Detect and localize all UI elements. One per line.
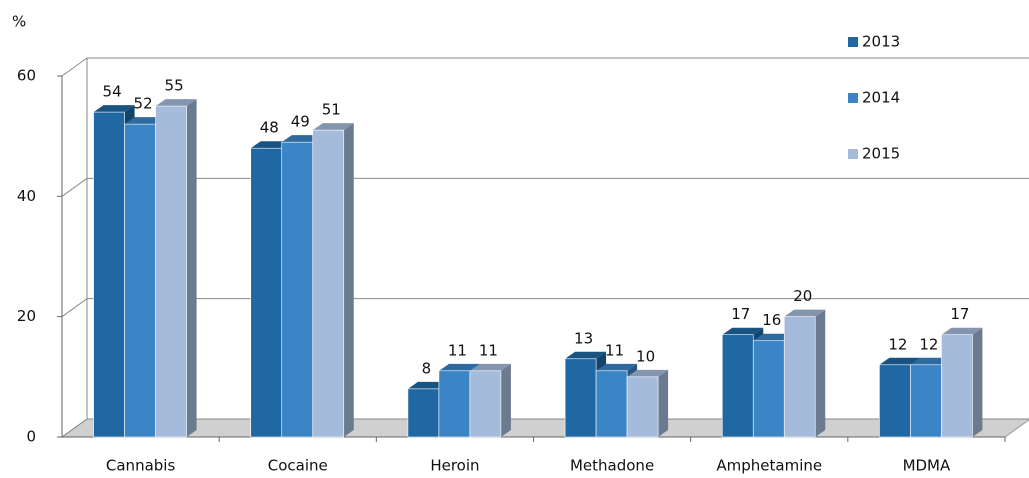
bar-front [407,388,440,438]
bar-side [186,99,197,437]
legend-label: 2013 [862,33,900,51]
bar-top [155,99,197,107]
bar [626,369,669,438]
bar [155,99,197,438]
legend-label: 2015 [862,145,900,163]
value-label: 10 [636,347,655,365]
value-label: 13 [574,329,593,347]
y-tick-label: 40 [17,187,36,205]
value-label: 54 [103,83,122,101]
bar-top [312,123,354,131]
bar-top [93,105,135,113]
bar-side [500,363,511,437]
value-label: 11 [605,341,624,359]
bar-side [343,123,354,438]
y-tick-label: 20 [17,307,36,325]
value-label: 11 [448,341,467,359]
bar-side [658,369,669,437]
bar-top [469,363,511,371]
value-label: 17 [731,305,750,323]
legend-swatch [848,149,858,159]
value-label: 55 [165,77,184,95]
legend-swatch [848,93,858,103]
x-tick-label: Cannabis [106,457,176,475]
value-label: 20 [793,287,812,305]
value-label: 52 [134,95,153,113]
bar [783,309,826,438]
value-label: 49 [291,113,310,131]
bar-side [815,309,826,437]
value-label: 16 [762,311,781,329]
bar [941,327,983,438]
x-tick-label: Cocaine [268,457,328,475]
grid-diagonal [61,57,88,77]
bar-front [281,141,314,438]
bar [312,123,354,438]
value-label: 8 [422,359,432,377]
y-axis-label: % [12,13,26,31]
bar-top [879,357,921,365]
bar-front [783,316,816,438]
bar-top [596,363,638,371]
bar-top [438,363,480,371]
bar-top [941,327,983,335]
bar-front [626,376,659,438]
grid-diagonal [61,298,88,318]
bar-front [250,147,283,438]
bar-top [565,351,607,359]
legend-swatch [848,37,858,47]
value-label: 12 [888,335,907,353]
x-tick-label: MDMA [903,457,951,475]
value-label: 17 [950,305,969,323]
bar-front [438,370,471,438]
value-label: 11 [479,341,498,359]
x-tick-label: Amphetamine [716,457,822,475]
bar-front [312,129,345,438]
y-tick-label: 60 [17,67,36,85]
value-label: 48 [260,119,279,137]
value-label: 12 [919,335,938,353]
bar-front [124,123,156,438]
legend-label: 2014 [862,89,900,107]
y-tick-label: 0 [26,428,36,446]
bar-top [722,327,764,335]
bar [469,363,511,438]
bar-front [469,370,502,438]
bar-front [879,364,911,438]
value-label: 51 [322,101,341,119]
bar-top [784,309,826,317]
bar-front [910,364,942,438]
x-tick-label: Heroin [430,457,479,475]
x-tick-label: Methadone [570,457,654,475]
bar-front [752,340,785,438]
bar-front [595,370,628,438]
bar-front [721,334,754,438]
bar-top [627,369,669,377]
grid-diagonal [61,177,88,197]
bar-front [93,111,125,438]
bar-front [941,334,973,438]
bar-front [564,358,597,438]
grid-diagonal [61,418,88,438]
bar-side [972,327,983,437]
bar-front [155,105,187,438]
